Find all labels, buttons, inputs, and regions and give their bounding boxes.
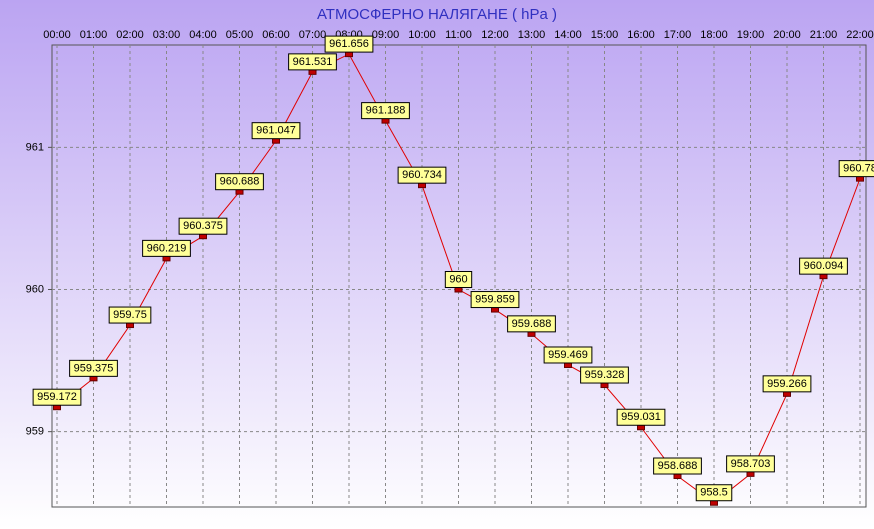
x-tick-label: 02:00 [116,29,144,41]
x-tick-label: 05:00 [226,29,254,41]
x-tick-label: 18:00 [700,29,728,41]
data-label-box [397,166,447,184]
data-label: 959.031 [621,411,661,423]
x-tick-label: 09:00 [372,29,400,41]
data-label: 959.75 [113,309,147,321]
x-tick-label: 15:00 [591,29,619,41]
data-label-box [507,315,556,333]
data-label-box [616,408,666,426]
data-label-box [361,102,410,120]
data-label: 959.688 [512,318,552,330]
data-label: 959.172 [37,391,77,403]
x-tick-label: 07:00 [299,29,327,41]
x-tick-label: 01:00 [80,29,108,41]
data-label: 961.531 [293,56,333,68]
x-tick-label: 04:00 [189,29,217,41]
data-label-box [142,239,191,257]
x-tick-label: 14:00 [554,29,582,41]
data-label: 960.78 [843,163,874,175]
data-label: 960.375 [183,220,223,232]
y-tick-label: 960 [26,283,44,295]
x-tick-label: 21:00 [810,29,838,41]
data-label-box [470,291,520,309]
data-label-box [32,388,82,406]
y-tick-label: 959 [26,426,44,438]
x-tick-label: 11:00 [445,29,472,41]
data-label-box [251,122,301,140]
y-tick-label: 961 [26,141,44,153]
data-label: 959.328 [585,369,625,381]
data-label-box [324,35,374,53]
x-tick-label: 20:00 [773,29,801,41]
data-label-box [653,457,702,475]
data-label: 958.703 [731,458,771,470]
data-label: 958.688 [658,460,698,472]
x-tick-label: 13:00 [518,29,546,41]
x-tick-label: 00:00 [43,29,71,41]
data-label: 959.859 [475,293,515,305]
data-label: 959.375 [74,362,114,374]
data-label: 960.094 [804,260,844,272]
chart-title: АТМОСФЕРНО НАЛЯГАНЕ ( hPa ) [317,6,557,23]
x-tick-label: 12:00 [481,29,509,41]
x-tick-label: 19:00 [737,29,765,41]
data-label-box [580,366,629,384]
x-tick-label: 17:00 [664,29,692,41]
data-label-box [726,455,775,473]
data-label: 959.469 [548,349,588,361]
data-label: 961.656 [329,38,369,50]
data-label-box [838,160,874,178]
data-label: 961.188 [366,105,406,117]
data-label: 960.219 [147,242,187,254]
data-label-box [695,484,733,502]
x-tick-label: 03:00 [153,29,181,41]
data-label-box [543,346,593,364]
data-label-box [762,375,812,393]
data-label: 958.5 [700,487,728,499]
data-label: 959.266 [767,378,807,390]
data-label: 960.688 [220,176,260,188]
data-label-box [799,257,848,275]
x-tick-label: 16:00 [627,29,655,41]
data-label-box [69,359,118,377]
x-tick-label: 06:00 [262,29,290,41]
data-label: 960.734 [402,169,442,181]
data-label-box [444,271,473,289]
x-tick-label: 10:00 [408,29,436,41]
data-label-box [108,306,152,324]
data-label-box [288,53,337,71]
data-label-box [215,173,264,191]
data-label: 961.047 [256,125,296,137]
data-label: 960 [449,273,467,285]
data-label-box [178,217,228,235]
x-tick-label: 22:00 [846,29,874,41]
